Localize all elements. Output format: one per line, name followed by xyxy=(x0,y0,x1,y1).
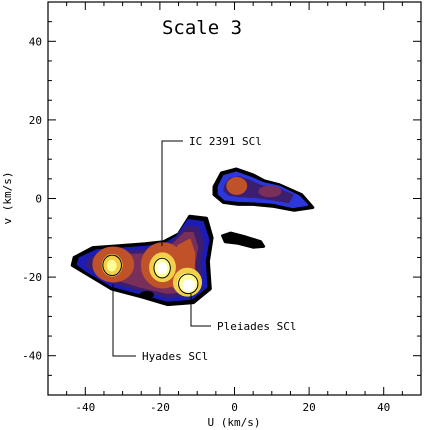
chart-title: Scale 3 xyxy=(162,17,242,39)
x-tick-label: 40 xyxy=(377,401,390,414)
contour-hyades-core-ring xyxy=(102,254,122,277)
contour-small-blob xyxy=(221,231,266,249)
annotation-hyades: Hyades SCl xyxy=(112,284,208,363)
contour-pleiades-peak xyxy=(182,279,195,292)
y-tick-label: 0 xyxy=(35,193,42,206)
y-tick-label: 20 xyxy=(29,114,42,127)
contour-pleiades-peak-ring xyxy=(178,273,199,295)
x-tick-label: 0 xyxy=(231,401,238,414)
y-tick-label: -40 xyxy=(22,350,42,363)
contour-layers xyxy=(70,167,315,307)
annotation-hyades-label: Hyades SCl xyxy=(142,350,208,363)
contour-upper-mid xyxy=(258,185,282,198)
x-tick-label: 20 xyxy=(302,401,315,414)
y-axis-label: v (km/s) xyxy=(1,172,14,225)
annotation-pleiades: Pleiades SCl xyxy=(190,294,296,333)
annotation-pleiades-leader xyxy=(190,294,211,327)
contour-ic2391-peak-ring xyxy=(153,257,171,279)
x-tick-label: -20 xyxy=(150,401,170,414)
x-tick-label: -40 xyxy=(75,401,95,414)
axis-ticks: -40 -20 0 20 40 -40 -20 0 20 40 xyxy=(22,1,422,414)
annotation-hyades-leader xyxy=(112,284,136,357)
annotation-ic2391-leader xyxy=(161,140,183,246)
y-tick-label: -20 xyxy=(22,271,42,284)
contour-hyades-pale xyxy=(106,259,117,272)
annotation-pleiades-label: Pleiades SCl xyxy=(217,320,296,333)
contour-lower-speck xyxy=(139,290,154,299)
contour-upper-red xyxy=(226,176,248,195)
x-axis-label: U (km/s) xyxy=(208,416,261,429)
contour-ic2391-peak xyxy=(156,261,168,275)
y-tick-label: 40 xyxy=(29,35,42,48)
annotation-ic2391-label: IC 2391 SCl xyxy=(189,135,262,148)
annotation-ic2391: IC 2391 SCl xyxy=(161,135,262,246)
